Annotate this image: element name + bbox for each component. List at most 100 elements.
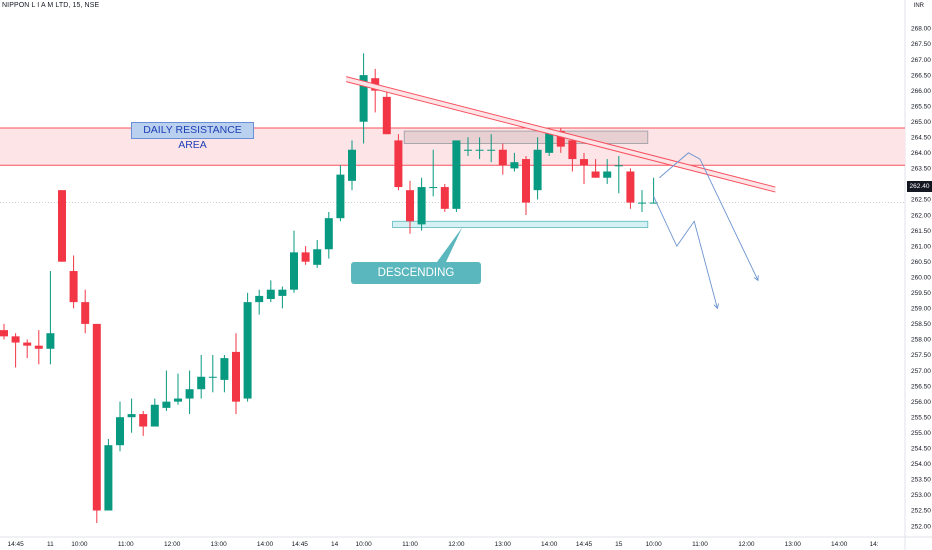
trendline-lower [346,81,776,193]
label-pointer [437,227,463,262]
candle-body [162,401,171,408]
projection-arrowhead [713,303,720,310]
x-tick-label: 10:00 [355,541,372,548]
x-tick-label: 14:45 [292,541,309,548]
currency-label: INR [913,3,924,9]
y-tick-label: 256.00 [911,399,931,406]
candle-body [243,302,252,399]
chart-title: NIPPON L I A M LTD, 15, NSE [2,2,100,9]
y-tick-label: 253.00 [911,492,931,499]
candle-body [174,398,182,402]
candle-body [336,174,345,219]
candle-body [533,149,542,191]
x-tick-label: 12:00 [164,541,181,548]
candle-body [580,159,588,166]
x-tick-label: 11:00 [402,541,418,548]
y-tick-label: 258.50 [911,321,931,328]
trendline-band [346,76,776,193]
x-tick-label: 13:00 [785,541,802,548]
candle-body [266,289,275,300]
candle-body [23,342,32,346]
candle-body [603,171,612,178]
y-tick-label: 265.00 [911,119,931,126]
x-tick-label: 11:00 [118,541,134,548]
candle-body [406,190,414,222]
y-tick-label: 267.50 [911,41,931,48]
y-tick-label: 261.50 [911,228,931,235]
candle-body [348,149,356,181]
candle-body [185,389,194,399]
candle-body [638,202,646,204]
candle-body [116,417,124,446]
candle-body [475,149,484,151]
y-tick-label: 252.50 [911,508,931,515]
candle-body [139,414,148,427]
projection-arrowhead [753,275,759,282]
x-tick-label: 14:45 [7,541,24,548]
candle-body [591,171,600,178]
candle-body [278,289,287,296]
candle-body [220,358,229,380]
candle-body [0,330,8,337]
candle-body [545,131,554,153]
support-zone [392,220,649,228]
candle-body [649,202,658,204]
candle-body [208,376,217,378]
x-tick-label: 13:00 [210,541,227,548]
candle-body [324,218,333,250]
candle-body [382,96,391,135]
x-tick-label: 11 [47,541,54,548]
x-tick-label: 14:00 [831,541,848,548]
x-tick-label: 10:00 [645,541,662,548]
candle-body [440,187,449,209]
x-tick-label: 14:45 [576,541,593,548]
x-tick-label: 14:00 [257,541,274,548]
candle-body [92,323,101,511]
candle-body [452,140,461,209]
candle-body [58,190,66,262]
candle-body [313,249,322,265]
y-tick-label: 264.00 [911,150,931,157]
candle-body [232,351,240,402]
y-tick-label: 259.50 [911,290,931,297]
x-tick-label: 12:00 [448,541,465,548]
candle-body [34,345,43,349]
x-tick-label: 12:00 [738,541,755,548]
candle-body [104,445,113,511]
y-tick-label: 258.00 [911,337,931,344]
y-tick-label: 257.50 [911,352,931,359]
y-tick-label: 256.50 [911,383,931,390]
candle-body [69,271,78,303]
y-tick-label: 266.00 [911,88,931,95]
x-tick-label: 14:00 [541,541,558,548]
candle-body [290,252,298,290]
projection-path [653,196,718,309]
y-tick-label: 262.00 [911,212,931,219]
candle-body [556,131,565,147]
candle-body [510,162,519,169]
y-tick-label: 261.00 [911,243,931,250]
projection-path [659,152,759,281]
candle-body [417,187,426,225]
x-tick-label: 14 [331,541,339,548]
y-tick-label: 263.50 [911,166,931,173]
y-tick-label: 254.00 [911,461,931,468]
x-tick-label: 15 [615,541,623,548]
candle-body [150,404,159,427]
candle-body [429,187,438,189]
candle-body [487,149,496,151]
y-tick-label: 259.00 [911,306,931,313]
trendline-upper [346,76,776,188]
candle-body [255,295,264,303]
candle-body [626,171,635,203]
candle-body [127,414,136,418]
candle-body [498,149,507,166]
y-tick-label: 268.00 [911,26,931,33]
x-tick-label: 14: [869,541,878,548]
y-tick-label: 253.50 [911,477,931,484]
resistance-area-label: DAILY RESISTANCE AREA [131,122,254,151]
y-tick-label: 265.50 [911,103,931,110]
last-price-badge: 262.40 [907,181,932,192]
y-tick-label: 252.00 [911,523,931,530]
candle-body [301,252,310,262]
